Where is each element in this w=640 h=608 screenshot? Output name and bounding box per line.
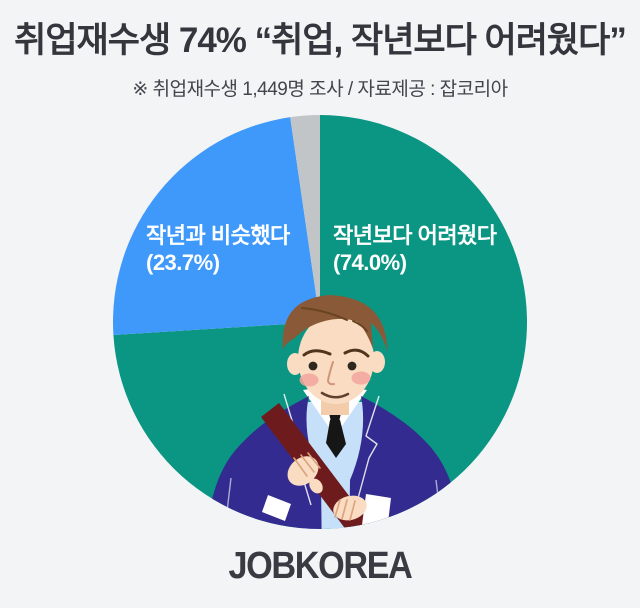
pie-label-similar-value: (23.7%) <box>146 250 220 275</box>
survey-source-note: ※ 취업재수생 1,449명 조사 / 자료제공 : 잡코리아 <box>132 79 508 100</box>
mouth <box>320 391 350 399</box>
pie-label-harder-value: (74.0%) <box>333 250 407 275</box>
right-hand <box>333 495 367 521</box>
pie-label-harder: 작년보다 어려웠다 (74.0%) <box>333 222 497 276</box>
right-eye <box>347 361 357 371</box>
pie-label-similar-text: 작년과 비슷했다 <box>146 223 290 248</box>
nose <box>326 361 335 386</box>
pie-slice-1 <box>113 117 320 335</box>
right-blush <box>351 371 371 385</box>
left-cuff <box>262 495 291 521</box>
page-title: 취업재수생 74% “취업, 작년보다 어려웠다” <box>14 21 627 60</box>
pie-label-similar: 작년과 비슷했다 (23.7%) <box>146 222 290 276</box>
left-eye <box>308 361 318 371</box>
pie-slice-2 <box>290 115 320 322</box>
hair-strands <box>301 307 368 332</box>
left-hand <box>287 452 323 494</box>
left-blush <box>299 373 319 387</box>
head <box>282 295 388 415</box>
jobkorea-logo: JOBKOREA <box>228 545 412 587</box>
eyebrows <box>302 348 370 358</box>
jobseeker-illustration <box>204 295 464 529</box>
right-cuff <box>362 494 391 529</box>
pie-label-harder-text: 작년보다 어려웠다 <box>333 223 497 248</box>
